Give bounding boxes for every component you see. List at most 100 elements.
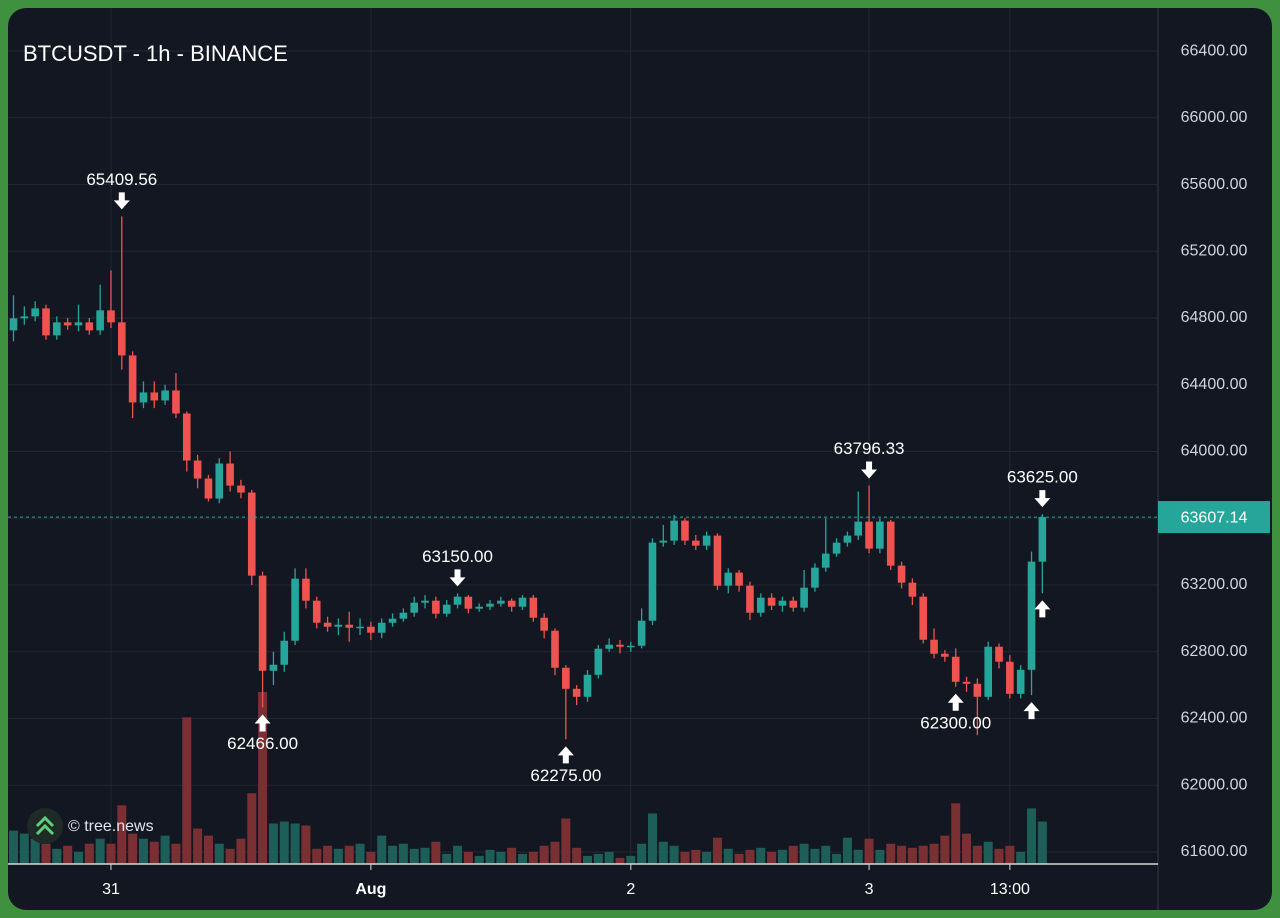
candle-body — [919, 596, 928, 640]
candle-body — [442, 604, 451, 614]
watermark: © tree.news — [27, 808, 154, 844]
volume-bar — [615, 857, 625, 864]
volume-bar — [160, 835, 170, 864]
candle-body — [1027, 561, 1036, 670]
candle-body — [713, 535, 722, 586]
candle-body — [172, 390, 180, 414]
volume-bar — [658, 841, 668, 864]
candle-body — [876, 521, 884, 549]
candle-body — [1006, 661, 1014, 694]
volume-bar — [669, 845, 679, 864]
arrow-up — [1034, 600, 1051, 618]
candle-body — [659, 540, 668, 543]
y-tick-label: 62800.00 — [1181, 643, 1248, 660]
candle-body — [31, 308, 39, 317]
candle-body — [908, 582, 917, 597]
volume-bar — [788, 845, 798, 864]
volume-bar — [907, 847, 917, 864]
candle-body — [941, 653, 949, 657]
candle-body — [193, 460, 202, 479]
volume-bar — [236, 838, 246, 864]
volume-bar — [442, 853, 452, 864]
candle-body — [843, 535, 852, 543]
candle-body — [1016, 669, 1025, 694]
volume-bar — [994, 848, 1004, 864]
volume-bar — [723, 848, 733, 864]
candle-body — [475, 606, 483, 609]
candle-body — [269, 664, 278, 671]
candle-body — [767, 597, 776, 606]
volume-bar — [182, 717, 192, 864]
volume-bar — [323, 845, 333, 864]
y-tick-label: 62400.00 — [1181, 710, 1248, 727]
candle-body — [811, 567, 819, 588]
candle-body — [399, 612, 408, 619]
volume-bar — [756, 847, 766, 864]
candle-body — [616, 644, 624, 647]
volume-bar — [593, 853, 603, 864]
volume-bar — [810, 848, 820, 864]
volume-bar — [972, 845, 982, 864]
arrow-down — [1034, 490, 1051, 508]
volume-bar — [702, 851, 712, 864]
volume-bar — [463, 851, 473, 864]
candle-body — [107, 310, 115, 323]
volume-bar — [777, 849, 787, 864]
candle-body — [724, 572, 733, 586]
annotation-layer: 65409.56 62466.00 63150.00 62275.00 63796.33… — [8, 170, 1158, 785]
candle-body — [897, 565, 906, 583]
candle-layer — [9, 216, 1047, 740]
candle-body — [215, 463, 224, 499]
candle-body — [334, 624, 343, 627]
candle-body — [63, 322, 72, 326]
volume-bar — [962, 833, 972, 864]
candle-body — [323, 622, 332, 627]
candle-body — [865, 521, 873, 549]
candle-body — [648, 542, 657, 621]
volume-bar — [528, 851, 538, 864]
candle-body — [74, 322, 83, 326]
arrow-up — [1023, 702, 1040, 720]
candle-body — [594, 648, 603, 675]
volume-bar — [951, 803, 961, 864]
candle-body — [367, 626, 375, 633]
candle-body — [681, 520, 689, 541]
volume-bar — [821, 845, 831, 864]
candle-body — [605, 644, 613, 649]
volume-bar — [550, 841, 560, 864]
candle-body — [583, 674, 592, 697]
chart-title: BTCUSDT - 1h - BINANCE — [23, 41, 288, 66]
volume-layer — [9, 692, 1047, 864]
last-price-label: 63607.14 — [1181, 509, 1248, 526]
volume-bar — [138, 838, 148, 864]
candle-body — [150, 392, 159, 401]
candle-body — [562, 667, 570, 689]
candle-body — [821, 553, 830, 568]
last-price-box — [1158, 501, 1270, 534]
candle-body — [42, 308, 50, 336]
candle-body — [356, 626, 364, 629]
low-label: 62275.00 — [530, 766, 601, 785]
volume-bar — [518, 853, 528, 864]
candle-body — [421, 600, 429, 603]
logo-mark — [35, 815, 55, 836]
candle-body — [984, 646, 992, 697]
volume-bar — [507, 847, 517, 864]
candle-body — [735, 572, 743, 586]
candle-body — [540, 617, 548, 631]
candle-body — [128, 355, 137, 403]
candle-body — [161, 390, 169, 401]
volume-bar — [853, 849, 863, 864]
volume-bar — [30, 838, 40, 864]
volume-bar — [420, 847, 430, 864]
volume-bar — [95, 838, 105, 864]
candle-body — [930, 639, 938, 654]
volume-bar — [333, 848, 343, 864]
candle-body — [312, 600, 321, 623]
volume-bar — [799, 843, 809, 864]
candle-body — [497, 600, 505, 604]
volume-bar — [680, 851, 690, 864]
volume-bar — [409, 848, 419, 864]
low-label: 62300.00 — [920, 713, 991, 732]
candle-body — [518, 597, 527, 607]
